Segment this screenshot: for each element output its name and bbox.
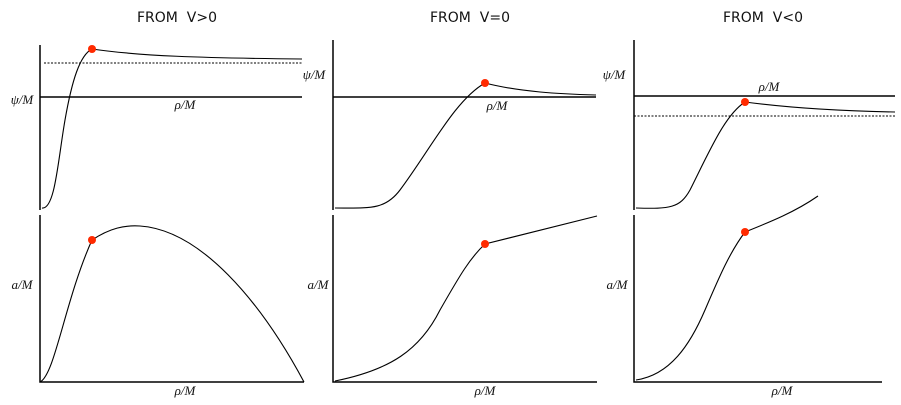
match-point xyxy=(88,45,96,53)
curve xyxy=(334,215,598,382)
axes xyxy=(633,40,895,210)
panel: ψ/M ρ/M xyxy=(603,40,896,210)
x-label: ρ/M xyxy=(486,98,509,113)
match-point xyxy=(88,236,96,244)
curve xyxy=(39,225,305,383)
curve xyxy=(41,48,303,209)
y-label: ψ/M xyxy=(11,92,35,107)
axes xyxy=(633,215,882,383)
x-label: ρ/M xyxy=(174,383,197,398)
panel: ψ/M ρ/M xyxy=(11,45,303,210)
x-label: ρ/M xyxy=(758,79,781,94)
x-label: ρ/M xyxy=(174,97,197,112)
y-label: ψ/M xyxy=(603,67,627,82)
panel: a/M ρ/M xyxy=(607,195,882,398)
axes xyxy=(39,45,302,210)
axes xyxy=(39,215,304,383)
match-point xyxy=(481,240,489,248)
match-point xyxy=(481,79,489,87)
x-label: ρ/M xyxy=(771,383,794,398)
panel: a/M ρ/M xyxy=(308,215,598,398)
panel: ψ/M ρ/M xyxy=(303,40,597,210)
axes xyxy=(332,40,596,210)
y-label: a/M xyxy=(308,277,330,292)
column-title: FROM V=0 xyxy=(430,10,510,26)
x-label: ρ/M xyxy=(474,383,497,398)
curve xyxy=(334,82,597,209)
y-label: a/M xyxy=(12,277,34,292)
column-title: FROM V>0 xyxy=(137,10,217,26)
curve xyxy=(635,101,896,209)
y-label: a/M xyxy=(607,277,629,292)
y-label: ψ/M xyxy=(303,67,327,82)
column-title: FROM V<0 xyxy=(723,10,803,26)
curve xyxy=(635,195,819,381)
match-point xyxy=(741,228,749,236)
panel: a/M ρ/M xyxy=(12,215,305,398)
match-point xyxy=(741,98,749,106)
axes xyxy=(332,215,597,383)
